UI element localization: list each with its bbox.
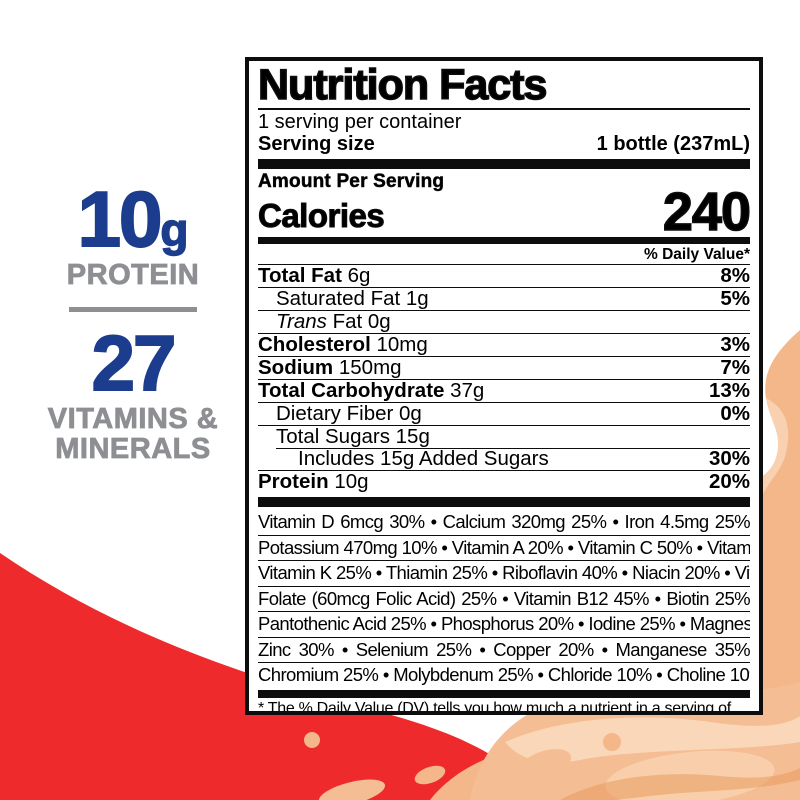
protein-caption: PROTEIN [66, 259, 200, 292]
nutrient-row-sodium: Sodium 150mg 7% [258, 356, 750, 379]
nutrient-name: Includes 15g Added Sugars [298, 447, 549, 470]
nutrition-facts-title: Nutrition Facts [257, 61, 548, 109]
vm-caption-line1: VITAMINS & [47, 402, 219, 435]
callout-divider [69, 306, 197, 312]
serving-size-value: 1 bottle (237mL) [596, 133, 750, 155]
daily-value-cell: 30% [708, 447, 750, 470]
nutrient-name: Dietary Fiber 0g [276, 402, 422, 425]
nutrient-name: Cholesterol 10mg [258, 333, 428, 356]
amount-per-serving-header: Amount Per Serving [258, 171, 445, 192]
protein-value: 10 [77, 175, 164, 263]
vitamin-line: Potassium 470mg 10% • Vitamin A 20% • Vi… [258, 536, 750, 561]
nutrient-name: Saturated Fat 1g [276, 287, 429, 310]
nutrient-row-total-sugars: Total Sugars 15g [258, 425, 750, 448]
footnote-asterisk: * [258, 699, 264, 715]
splash-droplet [519, 749, 571, 779]
nutrient-row-cholesterol: Cholesterol 10mg 3% [258, 333, 750, 356]
nutrient-name: Trans Fat 0g [276, 310, 391, 333]
vm-caption-line2: MINERALS [55, 433, 211, 466]
servings-per-container: 1 serving per container [258, 111, 462, 133]
daily-value-cell: 13% [708, 379, 750, 402]
daily-value-cell: 7% [720, 356, 750, 379]
section-bar [258, 159, 750, 169]
daily-value-cell: 3% [720, 333, 750, 356]
section-bar [258, 237, 750, 244]
nutrient-name: Total Sugars 15g [276, 425, 430, 448]
red-splash-shape [0, 553, 548, 800]
marketing-callouts: 10g PROTEIN 27 VITAMINS & MINERALS [28, 179, 238, 466]
protein-amount: 10g [28, 179, 238, 259]
calories-label: Calories [257, 197, 385, 234]
splash-droplet [414, 765, 446, 785]
nutrient-row-added-sugars: Includes 15g Added Sugars 30% [258, 448, 750, 470]
protein-unit: g [160, 204, 190, 256]
daily-value-cell: 5% [720, 287, 750, 310]
nutrient-name: Protein 10g [258, 470, 369, 493]
nutrient-row-total-carbohydrate: Total Carbohydrate 37g 13% [258, 379, 750, 402]
nutrient-row-dietary-fiber: Dietary Fiber 0g 0% [258, 402, 750, 425]
daily-value-header: % Daily Value* [644, 246, 750, 263]
nutrient-name: Sodium 150mg [258, 356, 402, 379]
vitamin-line: Vitamin K 25% • Thiamin 25% • Riboflavin… [258, 561, 750, 587]
nutrient-rows: Total Fat 6g 8% Saturated Fat 1g 5% Tran… [258, 264, 750, 493]
daily-value-footnote: * The % Daily Value (DV) tells you how m… [258, 699, 750, 715]
vitamin-line: Chromium 25% • Molybdenum 25% • Chloride… [258, 664, 750, 685]
title-rule [258, 108, 750, 110]
nutrient-row-saturated-fat: Saturated Fat 1g 5% [258, 287, 750, 310]
calories-row: Calories 240 [257, 182, 752, 242]
splash-droplet [603, 733, 621, 751]
vitamins-minerals-count: 27 [91, 318, 178, 407]
cream-finger-highlight [748, 398, 789, 500]
nutrient-row-protein: Protein 10g 20% [258, 470, 750, 493]
vitamins-minerals-caption: VITAMINS & MINERALS [28, 402, 238, 466]
nutrient-row-total-fat: Total Fat 6g 8% [258, 264, 750, 287]
daily-value-cell: 20% [708, 470, 750, 493]
daily-value-cell: 0% [720, 402, 750, 425]
vitamin-line: Pantothenic Acid 25% • Phosphorus 20% • … [258, 612, 750, 638]
vitamin-line: Folate (60mcg Folic Acid) 25% • Vitamin … [258, 587, 750, 612]
serving-size-label: Serving size [258, 133, 375, 155]
daily-value-cell: 8% [720, 264, 750, 287]
nutrient-name: Total Fat 6g [258, 264, 371, 287]
cream-swirl-shadow [560, 768, 800, 800]
vitamin-line: Zinc 30% • Selenium 25% • Copper 20% • M… [258, 638, 750, 663]
footnote-text: The % Daily Value (DV) tells you how muc… [267, 699, 731, 715]
calories-value: 240 [662, 182, 752, 242]
section-bar [258, 689, 750, 698]
serving-size-row: Serving size 1 bottle (237mL) [258, 133, 750, 155]
nutrient-row-trans-fat: Trans Fat 0g [258, 310, 750, 333]
cream-swirl-highlight [505, 716, 800, 763]
nutrition-facts-label: Nutrition Facts 1 serving per container … [245, 57, 763, 715]
micronutrient-lines: Vitamin D 6mcg 30% • Calcium 320mg 25% •… [258, 510, 750, 688]
nutrient-name: Total Carbohydrate 37g [258, 379, 485, 402]
splash-droplet [304, 732, 320, 748]
section-bar [258, 497, 750, 507]
vitamin-line: Vitamin D 6mcg 30% • Calcium 320mg 25% •… [258, 510, 750, 536]
